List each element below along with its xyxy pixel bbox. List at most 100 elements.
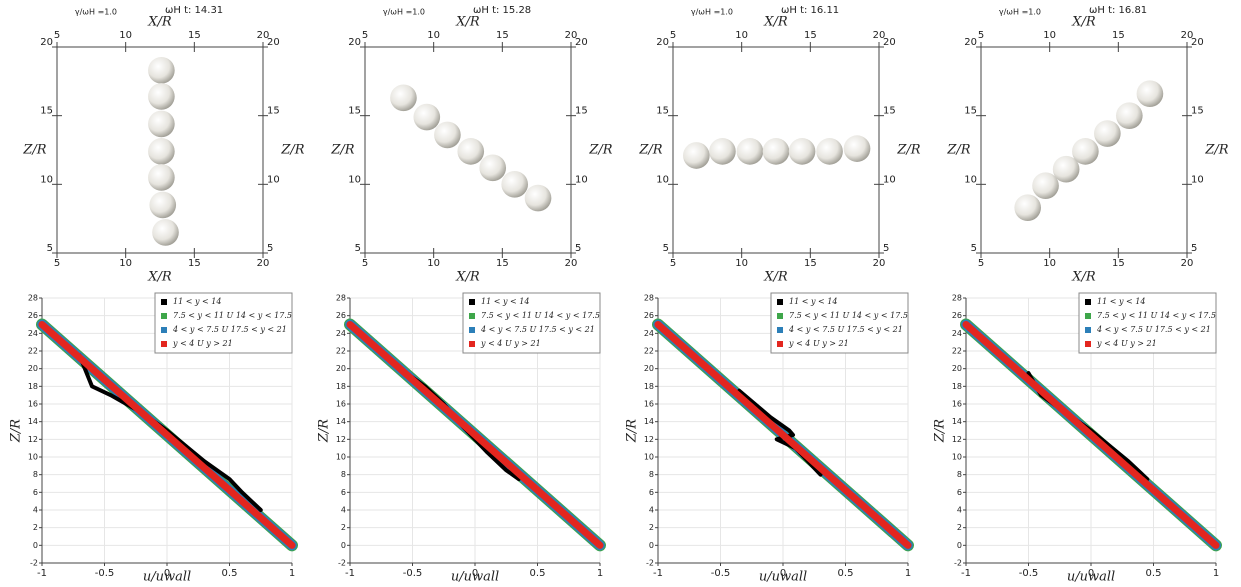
x-tick-label: 5 (362, 258, 368, 269)
legend-box (770, 292, 909, 354)
y-tick-label: 15 (1191, 106, 1204, 117)
x-axis-label: X/R (147, 270, 172, 285)
x-tick-label: 20 (565, 258, 578, 269)
particle (1115, 102, 1143, 129)
x-tick-label: -1 (345, 568, 355, 579)
legend-label: 11 < y < 14 (481, 297, 529, 306)
y-tick-label: -2 (338, 559, 346, 568)
y-tick-label: 0 (341, 541, 346, 550)
y-tick-label: 15 (964, 106, 977, 117)
y-axis-label: Z/R (22, 143, 46, 158)
y-tick-label: 0 (957, 541, 962, 550)
y-tick-label: 5 (575, 243, 581, 254)
particle (683, 142, 710, 169)
x-tick-label: 5 (362, 30, 368, 41)
y-tick-label: 18 (28, 382, 38, 391)
y-axis-label: Z/R (330, 143, 354, 158)
legend-marker (161, 299, 167, 305)
y-axis-label: Z/R (933, 419, 948, 443)
y-tick-label: 10 (575, 174, 588, 185)
y-tick-label: 10 (40, 174, 53, 185)
y-tick-label: 0 (33, 541, 38, 550)
y-tick-label: 4 (649, 506, 654, 515)
x-tick-label: -0.5 (403, 568, 423, 579)
y-tick-label: 4 (341, 506, 346, 515)
particle (1094, 120, 1121, 147)
y-tick-label: -2 (30, 559, 38, 568)
particle (148, 83, 175, 110)
y-tick-label: 26 (28, 311, 38, 320)
y-tick-label: 15 (575, 106, 588, 117)
legend-marker (469, 313, 475, 319)
x-tick-label: 5 (978, 30, 984, 41)
particle (1136, 80, 1164, 108)
y-tick-label: 6 (341, 488, 346, 497)
y-tick-label: 2 (33, 523, 38, 532)
y-tick-label: 5 (971, 243, 977, 254)
data-line (38, 321, 296, 549)
legend-marker (777, 341, 783, 347)
y-tick-label: 24 (336, 329, 346, 338)
x-tick-label: 15 (804, 30, 817, 41)
legend-label: 11 < y < 14 (1097, 297, 1145, 306)
x-tick-label: 10 (427, 30, 440, 41)
y-tick-label: 12 (644, 435, 654, 444)
x-axis-label: X/R (1071, 15, 1096, 30)
particle (148, 164, 175, 191)
legend-marker (777, 299, 783, 305)
plot-frame (980, 46, 1188, 254)
x-tick-label: 20 (565, 30, 578, 41)
legend-marker (161, 341, 167, 347)
y-tick-label: 5 (1191, 243, 1197, 254)
legend-label: 7.5 < y < 11 U 14 < y < 17.5 (1097, 311, 1216, 320)
x-axis-label: u/uwall (759, 570, 807, 585)
legend-box (154, 292, 293, 354)
legend-label: 11 < y < 14 (173, 297, 221, 306)
legend-marker (161, 327, 167, 333)
y-tick-label: 14 (336, 417, 346, 426)
y-tick-label: 20 (883, 37, 896, 48)
x-tick-label: 20 (257, 258, 270, 269)
y-tick-label: 10 (883, 174, 896, 185)
x-tick-label: 10 (427, 258, 440, 269)
y-tick-label: 15 (656, 106, 669, 117)
y-tick-label: 20 (348, 37, 361, 48)
y-tick-label: 10 (1191, 174, 1204, 185)
y-tick-label: 20 (964, 37, 977, 48)
x-tick-label: 15 (496, 30, 509, 41)
y-axis-label: Z/R (317, 419, 332, 443)
particle (413, 103, 441, 131)
title-right: ωH t: 16.81 (1089, 5, 1147, 16)
y-tick-label: -2 (646, 559, 654, 568)
legend-label: 11 < y < 14 (789, 297, 837, 306)
x-tick-label: 1 (289, 568, 295, 579)
y-tick-label: 8 (957, 470, 962, 479)
legend-marker (1085, 341, 1091, 347)
y-tick-label: 10 (644, 453, 654, 462)
title-left: γ/ωH =1.0 (383, 8, 425, 17)
y-tick-label: 10 (964, 174, 977, 185)
title-left: γ/ωH =1.0 (999, 8, 1041, 17)
legend-label: y < 4 U y > 21 (788, 339, 849, 348)
y-tick-label: 2 (649, 523, 654, 532)
y-tick-label: 16 (952, 400, 962, 409)
particle (390, 84, 417, 112)
particle (501, 171, 529, 198)
x-tick-label: 0 (164, 568, 170, 579)
plot-frame (364, 46, 572, 254)
x-tick-label: 15 (188, 258, 201, 269)
legend-label: 7.5 < y < 11 U 14 < y < 17.5 (789, 311, 908, 320)
y-tick-label: 0 (649, 541, 654, 550)
y-tick-label: 12 (28, 435, 38, 444)
x-axis-label: X/R (455, 15, 480, 30)
y-tick-label: 28 (28, 294, 38, 303)
x-tick-label: 20 (873, 30, 886, 41)
x-tick-label: 0 (780, 568, 786, 579)
y-tick-label: 22 (952, 347, 962, 356)
y-tick-label: 15 (883, 106, 896, 117)
y-tick-label: 10 (267, 174, 280, 185)
y-tick-label: 20 (336, 364, 346, 373)
x-tick-label: 5 (670, 30, 676, 41)
title-right: ωH t: 16.11 (781, 5, 839, 16)
y-tick-label: 28 (336, 294, 346, 303)
